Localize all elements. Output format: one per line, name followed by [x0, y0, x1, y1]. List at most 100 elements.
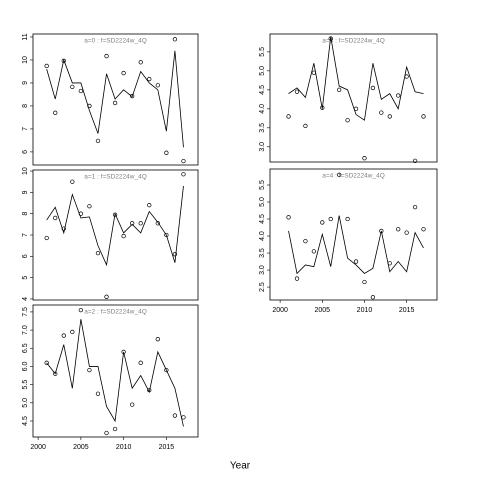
data-point	[112, 426, 118, 432]
y-tick-label: 3.5	[259, 248, 266, 258]
data-point	[387, 114, 392, 119]
fitted-line	[46, 185, 184, 267]
data-point	[320, 220, 325, 225]
data-point	[70, 329, 75, 335]
y-tick-label: 7.0	[22, 325, 29, 335]
data-point	[303, 123, 308, 129]
y-tick-label: 7	[22, 233, 29, 237]
data-point	[104, 294, 109, 299]
data-point	[345, 118, 350, 123]
x-tick-label: 2005	[73, 444, 89, 451]
data-point	[181, 172, 186, 177]
data-point	[404, 230, 409, 235]
data-point	[370, 85, 376, 91]
y-tick-label: 8	[22, 104, 29, 108]
data-point	[130, 221, 135, 226]
data-point	[337, 172, 342, 177]
y-tick-label: 8	[22, 212, 29, 216]
data-point	[421, 114, 426, 119]
y-tick-label: 5.5	[259, 47, 266, 57]
data-point	[44, 63, 49, 69]
y-tick-label: 9	[22, 190, 29, 194]
data-point	[147, 76, 152, 82]
data-point	[155, 221, 160, 226]
panel-frame	[32, 304, 199, 438]
y-tick-label: 10	[22, 56, 29, 64]
data-point	[421, 227, 426, 232]
data-point	[412, 204, 418, 210]
panel-frame	[32, 169, 199, 301]
fitted-line	[288, 36, 424, 121]
data-point	[172, 413, 178, 418]
y-tick-label: 5.5	[259, 180, 266, 190]
panel-title: a=3 : f=SD2224w_4Q	[322, 38, 385, 45]
y-tick-label: 3.0	[259, 142, 266, 152]
data-point	[396, 93, 401, 98]
y-tick-label: 6	[22, 254, 29, 258]
y-tick-label: 4	[22, 297, 29, 301]
panel-title: a=0 : f=SD2224w_4Q	[84, 38, 147, 45]
y-tick-label: 4.0	[259, 104, 266, 114]
data-point	[353, 259, 359, 264]
y-tick-label: 2.5	[259, 282, 266, 292]
data-point	[155, 83, 160, 88]
x-tick-label: 2010	[116, 444, 132, 451]
x-tick-label: 2015	[159, 444, 175, 451]
data-point	[130, 93, 135, 99]
data-point	[286, 215, 291, 220]
data-point	[95, 138, 101, 144]
x-tick-label: 2005	[315, 307, 331, 314]
data-point	[172, 252, 178, 257]
y-tick-label: 4.5	[259, 85, 266, 95]
y-tick-label: 6.0	[22, 361, 29, 371]
data-point	[362, 156, 367, 161]
data-point	[138, 60, 143, 65]
data-point	[328, 216, 333, 222]
data-point	[44, 235, 49, 241]
fitted-line	[46, 319, 184, 427]
data-point	[396, 227, 401, 232]
data-point	[147, 203, 152, 208]
y-tick-label: 4.0	[259, 231, 266, 241]
y-tick-label: 7.5	[22, 307, 29, 317]
data-point	[130, 402, 135, 407]
fitted-line	[46, 50, 184, 148]
x-tick-label: 2010	[357, 307, 373, 314]
data-point	[181, 158, 186, 164]
data-point	[138, 221, 143, 226]
data-point	[95, 250, 101, 256]
data-point	[294, 89, 300, 94]
data-point	[95, 391, 101, 396]
data-point	[44, 360, 49, 365]
y-tick-label: 6	[22, 150, 29, 154]
data-point	[164, 232, 169, 238]
y-tick-label: 11	[22, 33, 29, 40]
data-point	[87, 367, 92, 373]
y-tick-label: 10	[22, 167, 29, 175]
panel-frame	[32, 33, 199, 166]
data-point	[379, 110, 384, 115]
data-point	[104, 53, 109, 59]
data-point	[53, 215, 58, 221]
y-tick-label: 9	[22, 81, 29, 85]
y-tick-label: 4.5	[259, 214, 266, 224]
panel-frame	[269, 168, 438, 301]
y-tick-label: 5.0	[22, 398, 29, 408]
data-point	[53, 371, 58, 376]
data-point	[121, 70, 126, 76]
panel-title: a=4 : f=SD2224w_4Q	[322, 173, 385, 180]
data-point	[181, 415, 186, 420]
x-axis-label: Year	[230, 461, 251, 472]
y-tick-label: 5	[22, 276, 29, 280]
y-tick-label: 3.5	[259, 123, 266, 133]
data-point	[164, 150, 169, 155]
data-point	[104, 430, 109, 436]
x-tick-label: 2000	[30, 444, 46, 451]
data-point	[78, 88, 84, 94]
data-point	[412, 158, 418, 164]
data-point	[87, 204, 92, 209]
data-point	[78, 307, 84, 313]
data-point	[53, 110, 58, 115]
y-tick-label: 6.5	[22, 343, 29, 353]
